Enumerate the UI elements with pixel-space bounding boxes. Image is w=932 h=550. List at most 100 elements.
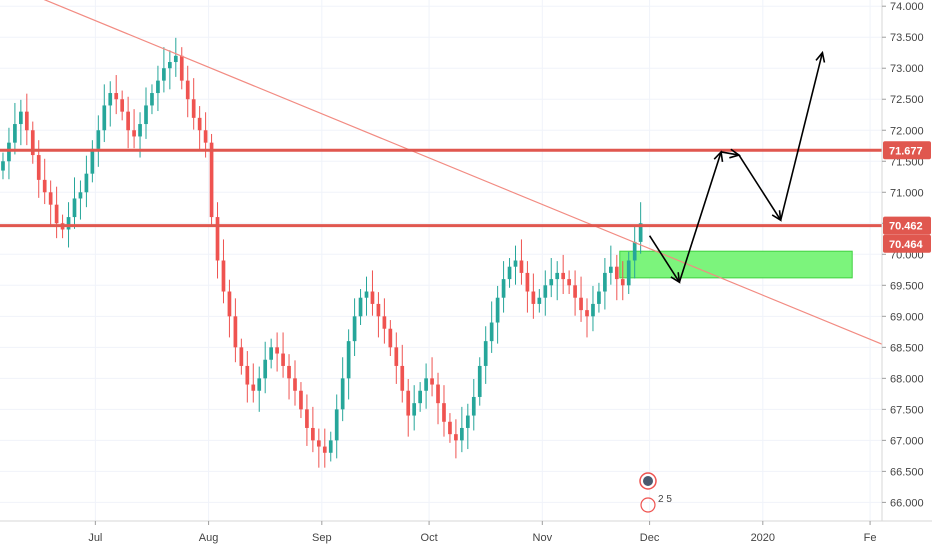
candle-body: [477, 365, 482, 397]
candle-body: [632, 241, 637, 261]
candle-body: [608, 266, 613, 273]
candle-body: [614, 266, 619, 280]
candle-body: [424, 378, 428, 391]
candle-body: [519, 260, 524, 273]
level-price-tag-bg: [883, 216, 931, 235]
candle-body: [638, 223, 643, 242]
candle-body: [167, 62, 172, 69]
candle-body: [471, 396, 476, 416]
level-price-tag: 71.677: [889, 145, 923, 157]
candle-body: [597, 291, 601, 304]
y-tick-label: 66.000: [890, 497, 924, 509]
candle-body: [328, 440, 333, 453]
candle-body: [340, 378, 345, 410]
last-price-tag-bg: [883, 234, 931, 253]
candle-body: [138, 124, 142, 137]
candle-body: [346, 341, 351, 379]
candle-body: [114, 93, 119, 100]
candle-body: [406, 390, 411, 416]
time-axis[interactable]: Jul Aug Sep Oct Nov Dec 2020 Fe: [88, 521, 877, 544]
candle-body: [293, 378, 297, 391]
candle-body: [36, 155, 41, 180]
y-tick-label: 71.000: [890, 187, 924, 199]
candle-body: [370, 291, 375, 304]
projection-segment[interactable]: [720, 151, 740, 156]
y-tick-label: 73.500: [890, 32, 924, 44]
trendline-line[interactable]: [0, 0, 883, 345]
event-annotation[interactable]: 2 5: [639, 472, 672, 513]
candle-body: [1, 161, 5, 171]
projection-segment[interactable]: [678, 151, 722, 283]
candle-body: [7, 142, 11, 162]
candle-body: [364, 291, 369, 298]
candle-body: [126, 111, 130, 131]
y-tick-label: 68.000: [890, 373, 924, 385]
y-tick-label: 69.500: [890, 280, 924, 292]
candle-body: [185, 80, 190, 100]
candlestick-series: [1, 37, 643, 468]
y-tick-label: 66.500: [890, 466, 924, 478]
trendline[interactable]: [0, 0, 883, 345]
projection-segment[interactable]: [779, 52, 824, 221]
x-tick-label: Oct: [421, 532, 438, 544]
candle-body: [221, 260, 226, 292]
candle-body: [603, 272, 607, 292]
candle-body: [197, 117, 202, 131]
candle-body: [418, 390, 422, 404]
projection-segment[interactable]: [738, 154, 782, 221]
candle-body: [48, 192, 53, 205]
candle-body: [460, 427, 464, 441]
projection-segment[interactable]: [648, 235, 681, 283]
candle-body: [430, 378, 434, 385]
candle-body: [102, 105, 107, 131]
candle-body: [227, 291, 232, 317]
candle-body: [84, 173, 89, 193]
candle-body: [358, 297, 363, 317]
candle-body: [257, 378, 262, 391]
candle-body: [54, 204, 59, 224]
candle-body: [72, 198, 77, 218]
y-tick-label: 73.000: [890, 63, 924, 75]
candle-body: [513, 260, 518, 267]
candle-body: [13, 124, 17, 143]
candle-body: [388, 328, 393, 348]
candle-body: [66, 217, 71, 230]
candle-body: [567, 279, 571, 286]
candle-body: [173, 55, 178, 63]
x-tick-label: 2020: [751, 532, 775, 544]
event-marker-ring-icon: [640, 497, 656, 513]
candle-body: [215, 217, 220, 261]
projection-arrows[interactable]: [648, 50, 826, 284]
candle-body: [305, 409, 309, 428]
candle-body: [24, 111, 29, 131]
y-tick-label: 74.000: [890, 1, 924, 13]
candle-body: [144, 105, 148, 125]
candle-body: [263, 359, 268, 379]
candle-body: [120, 99, 125, 112]
candle-body: [322, 446, 327, 453]
price-tags: 71.677 70.462 70.464: [883, 141, 931, 253]
candle-body: [150, 93, 154, 106]
event-annotation-text: 2 5: [658, 494, 672, 505]
candle-body: [281, 353, 285, 366]
grid-lines: [0, 0, 882, 521]
candle-body: [537, 297, 542, 304]
price-axis[interactable]: 74.00073.50073.00072.50072.00071.50071.0…: [882, 1, 924, 509]
support-zone-rect[interactable]: [619, 250, 853, 279]
horizontal-levels[interactable]: [0, 148, 882, 228]
y-tick-label: 67.500: [890, 404, 924, 416]
candle-body: [573, 285, 577, 298]
candle-body: [448, 421, 452, 435]
candle-body: [30, 130, 35, 156]
candle-body: [579, 297, 583, 311]
candle-body: [209, 142, 214, 218]
candle-body: [287, 365, 291, 379]
y-tick-label: 72.000: [890, 125, 924, 137]
x-tick-label: Fe: [864, 532, 877, 544]
candle-body: [531, 291, 536, 304]
candle-body: [454, 434, 458, 441]
y-tick-label: 68.500: [890, 342, 924, 354]
x-tick-label: Jul: [88, 532, 102, 544]
candle-body: [156, 80, 160, 94]
